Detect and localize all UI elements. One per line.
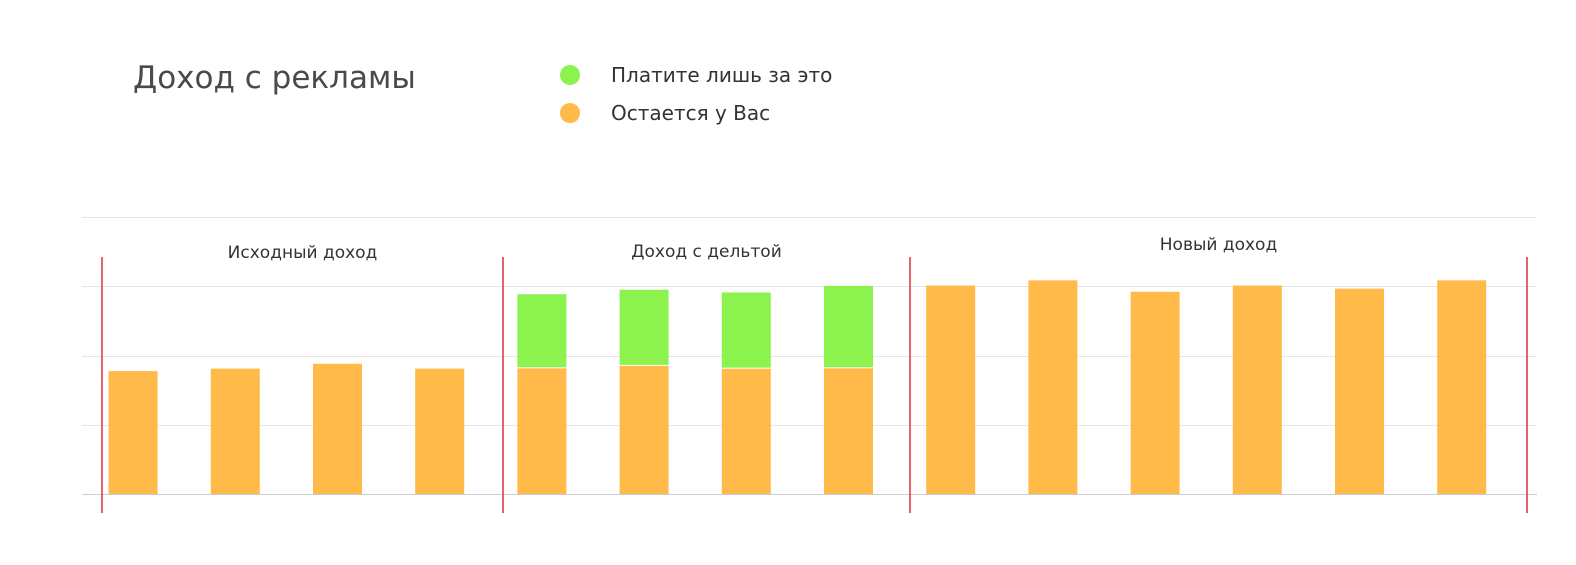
bar-delta-1-0 [517, 294, 567, 368]
bar-base-2-3 [1232, 285, 1282, 494]
group-label-1: Доход с дельтой [631, 242, 782, 262]
bar-base-0-3 [415, 368, 465, 494]
legend: Платите лишь за это Остается у Вас [560, 56, 832, 132]
bar-base-2-4 [1335, 288, 1384, 494]
chart-title: Доход с рекламы [133, 60, 416, 96]
bar-base-0-2 [313, 363, 362, 494]
group-label-2: Новый доход [1160, 235, 1277, 255]
bar-base-1-1 [619, 365, 669, 494]
legend-swatch-pay [560, 65, 580, 85]
group-label-0: Исходный доход [228, 243, 378, 263]
bar-base-1-0 [517, 368, 567, 494]
legend-label-keep: Остается у Вас [611, 101, 771, 125]
bar-base-2-1 [1028, 280, 1078, 494]
bar-base-0-1 [210, 368, 260, 494]
bar-base-2-0 [926, 285, 976, 494]
legend-item-pay: Платите лишь за это [560, 56, 832, 94]
bar-base-1-2 [721, 368, 771, 494]
bar-base-0-0 [108, 371, 158, 494]
legend-swatch-keep [560, 103, 580, 123]
bar-delta-1-1 [619, 289, 669, 365]
bar-delta-1-2 [721, 292, 771, 368]
legend-label-pay: Платите лишь за это [611, 63, 833, 87]
bar-base-2-2 [1130, 291, 1180, 494]
legend-item-keep: Остается у Вас [560, 94, 832, 132]
bar-base-1-3 [824, 368, 873, 494]
bar-delta-1-3 [824, 285, 873, 368]
bar-base-2-5 [1437, 280, 1487, 494]
